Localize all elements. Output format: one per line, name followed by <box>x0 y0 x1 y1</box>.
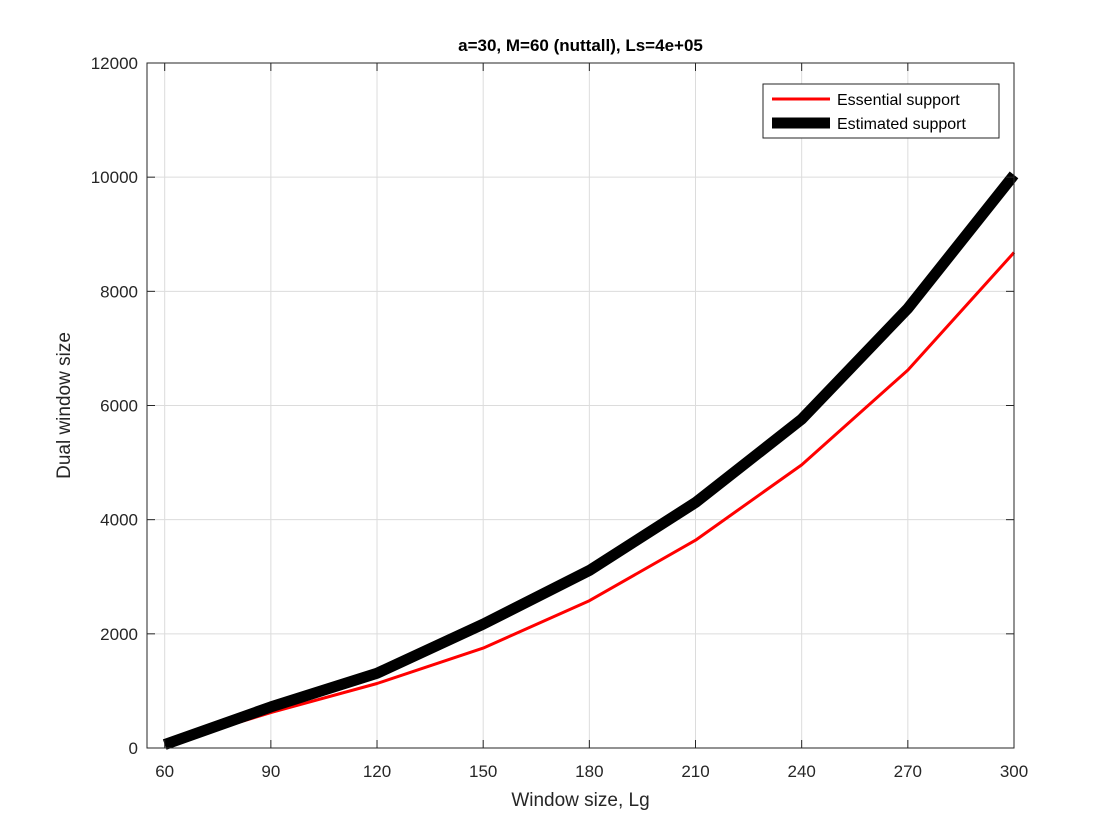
y-tick-label: 2000 <box>100 625 138 644</box>
chart-title: a=30, M=60 (nuttall), Ls=4e+05 <box>458 36 703 55</box>
x-tick-label: 270 <box>894 762 922 781</box>
y-tick-label: 12000 <box>91 54 138 73</box>
plot-lines <box>162 171 1019 750</box>
x-axis-label: Window size, Lg <box>511 790 649 811</box>
y-tick-label: 10000 <box>91 168 138 187</box>
y-axis-label: Dual window size <box>54 332 75 479</box>
x-tick-label: 120 <box>363 762 391 781</box>
y-tick-label: 6000 <box>100 397 138 416</box>
legend-label: Essential support <box>837 92 960 109</box>
y-tick-label: 0 <box>129 739 138 758</box>
x-tick-label: 90 <box>261 762 280 781</box>
x-tick-label: 240 <box>787 762 815 781</box>
x-tick-label: 60 <box>155 762 174 781</box>
x-tick-label: 150 <box>469 762 497 781</box>
y-tick-label: 4000 <box>100 511 138 530</box>
x-tick-label: 210 <box>681 762 709 781</box>
x-tick-label: 180 <box>575 762 603 781</box>
series-line-estimated-support <box>162 171 1019 750</box>
grid <box>147 62 1015 749</box>
series-line-essential-support <box>164 251 1016 747</box>
x-tick-label: 300 <box>1000 762 1028 781</box>
legend: Essential support Estimated support <box>762 83 1000 139</box>
axis-ticks: 60 90 120 150 180 210 240 270 300 0 2000 4000 6000 80… <box>91 54 1028 781</box>
legend-label: Estimated support <box>837 116 967 133</box>
legend-box <box>762 83 1000 139</box>
y-tick-label: 8000 <box>100 282 138 301</box>
